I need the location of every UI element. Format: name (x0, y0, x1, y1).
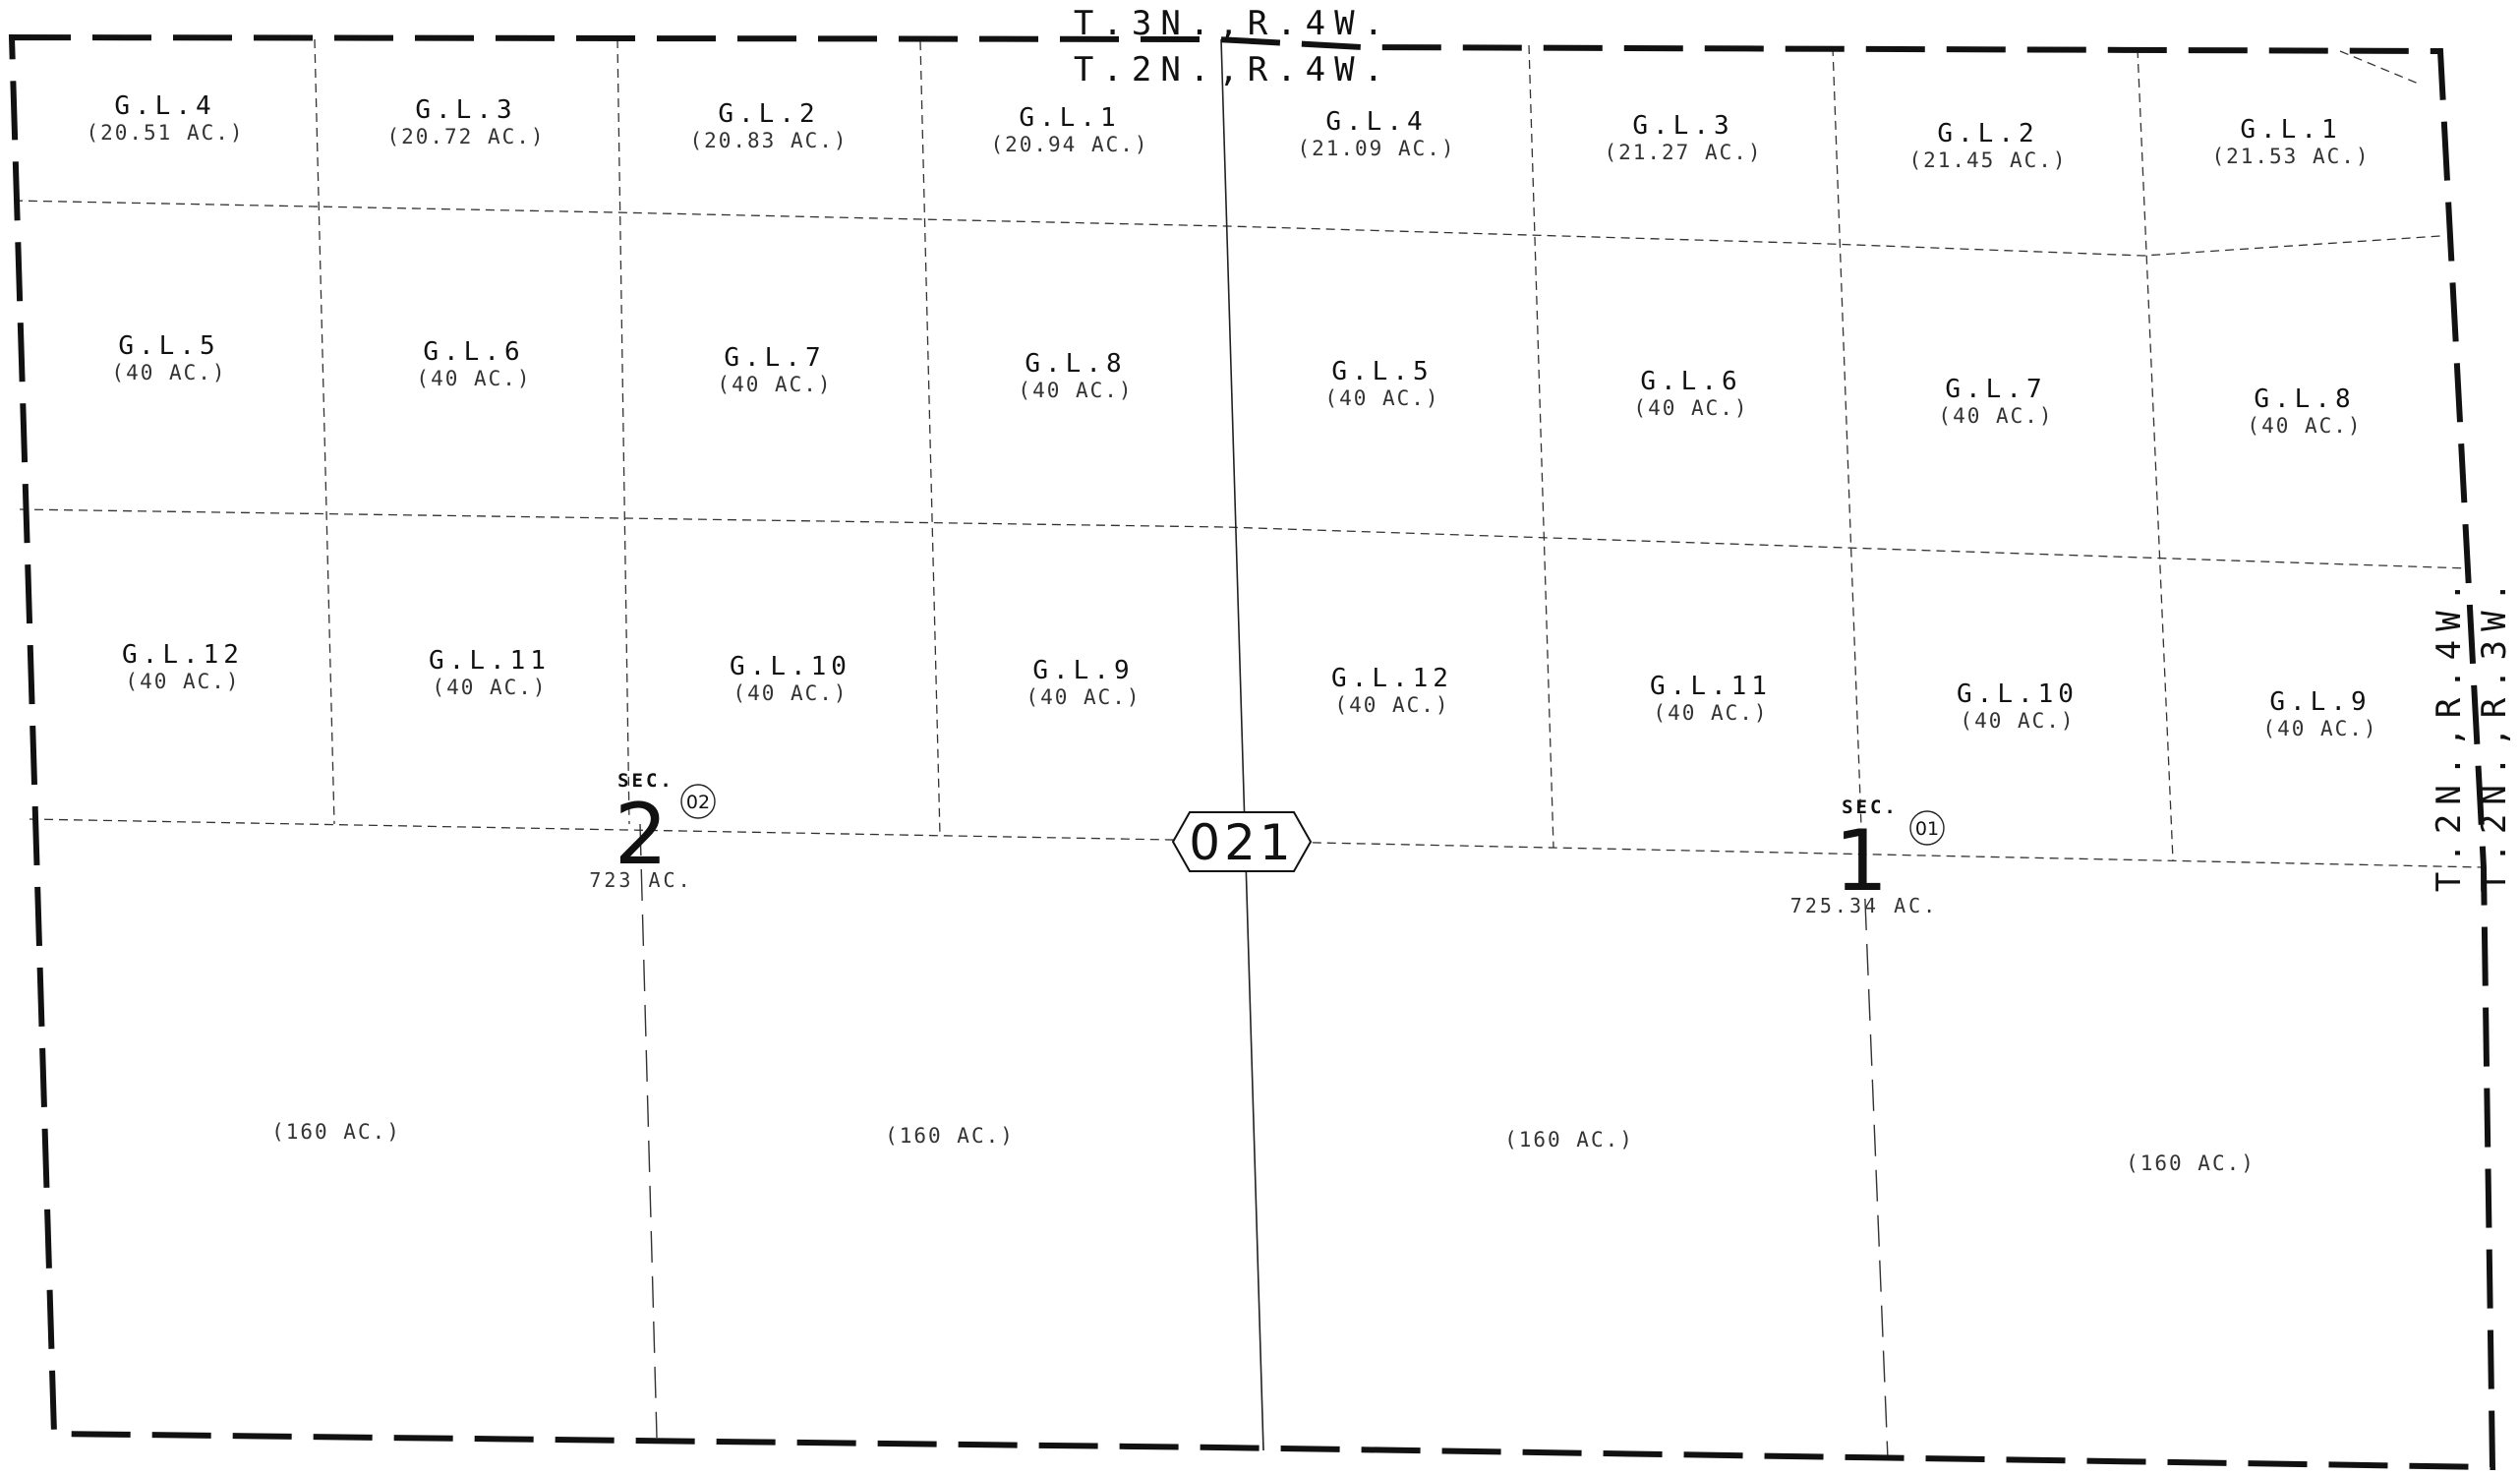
section-1-lots: G.L.4 (21.09 AC.) G.L.3 (21.27 AC.) G.L.… (1297, 107, 2377, 1175)
lot-acreage: (21.27 AC.) (1604, 141, 1762, 164)
quarter-acreage: (160 AC.) (2126, 1151, 2256, 1175)
township-label-top-north: T.3N.,R.4W. (1074, 4, 1392, 43)
section-1-marker: SEC. 1 01 725.34 AC. (1790, 797, 1945, 917)
lot-name: G.L.3 (1632, 111, 1733, 141)
quarter-line-sec2 (639, 823, 658, 1439)
lot-acreage: (40 AC.) (1324, 386, 1439, 410)
lot-name: G.L.11 (1650, 672, 1772, 701)
lot-name: G.L.7 (1945, 375, 2046, 404)
section-circle (1909, 810, 1945, 846)
corner-lot-line (2339, 50, 2422, 86)
lot-name: G.L.1 (2240, 115, 2341, 145)
lot-acreage: (40 AC.) (2247, 414, 2362, 438)
lot-name: G.L.4 (114, 91, 215, 121)
lot-acreage: (40 AC.) (432, 676, 547, 699)
section-acreage: 723 AC. (589, 868, 692, 892)
lot-acreage: (40 AC.) (416, 367, 531, 390)
lot-acreage: (21.09 AC.) (1297, 137, 1455, 160)
lot-name: G.L.5 (1331, 357, 1433, 386)
lot-acreage: (21.53 AC.) (2211, 145, 2370, 168)
lot-name: G.L.7 (724, 343, 825, 373)
section-2-marker: SEC. 2 02 723 AC. (589, 770, 716, 892)
lot-acreage: (40 AC.) (1633, 396, 1748, 420)
section-circle-code: 01 (1915, 818, 1939, 840)
lot-line-row-2 (19, 508, 2469, 569)
quarter-acreage: (160 AC.) (1504, 1128, 1634, 1151)
section-acreage: 725.34 AC. (1790, 894, 1938, 917)
section-circle-code: 02 (686, 792, 710, 813)
lot-name: G.L.3 (415, 95, 516, 125)
quarter-acreage: (160 AC.) (271, 1120, 401, 1144)
lot-name: G.L.1 (1019, 103, 1120, 133)
section-prefix: SEC. (617, 770, 674, 792)
lot-acreage: (40 AC.) (1960, 709, 2075, 733)
lot-acreage: (20.72 AC.) (386, 125, 545, 148)
lot-acreage: (40 AC.) (1938, 404, 2053, 428)
section-2-lots: G.L.4 (20.51 AC.) G.L.3 (20.72 AC.) G.L.… (86, 91, 1148, 1148)
lot-name: G.L.11 (429, 646, 551, 676)
lot-acreage: (40 AC.) (1026, 685, 1141, 709)
lot-acreage: (21.45 AC.) (1908, 148, 2067, 172)
lot-line-v-3 (919, 40, 941, 837)
section-prefix: SEC. (1842, 797, 1899, 818)
lot-name: G.L.2 (718, 99, 819, 129)
lot-line-v-5 (1832, 46, 1863, 855)
lot-line-v-2 (616, 38, 630, 825)
lot-acreage: (40 AC.) (717, 373, 832, 396)
lot-acreage: (20.83 AC.) (689, 129, 848, 152)
lot-name: G.L.6 (1640, 367, 1741, 396)
township-boundary (8, 33, 2496, 1471)
township-label-right-west: T.2N.,R.4W. (2430, 573, 2469, 892)
lot-name: G.L.8 (1025, 349, 1126, 379)
section-line (1220, 38, 1264, 1451)
map-code-badge: 021 (1171, 811, 1313, 872)
lot-lines (13, 38, 2485, 868)
lot-name: G.L.2 (1937, 119, 2038, 148)
lot-acreage: (40 AC.) (2262, 717, 2377, 740)
township-labels: T.3N.,R.4W. T.2N.,R.4W. T.2N.,R.4W. T.2N… (1074, 4, 2514, 892)
section-circle (680, 784, 716, 819)
lot-name: G.L.6 (423, 337, 524, 367)
lot-name: G.L.12 (122, 640, 244, 670)
lot-acreage: (20.94 AC.) (990, 133, 1148, 156)
lot-name: G.L.8 (2254, 384, 2355, 414)
lot-acreage: (40 AC.) (1018, 379, 1133, 402)
lot-acreage: (20.51 AC.) (86, 121, 244, 145)
lot-name: G.L.5 (118, 331, 219, 361)
township-label-right-east: T.2N.,R.3W. (2475, 573, 2514, 892)
lot-acreage: (40 AC.) (1653, 701, 1768, 725)
lot-name: G.L.10 (1957, 679, 2079, 709)
township-label-top-south: T.2N.,R.4W. (1074, 50, 1392, 89)
lot-name: G.L.12 (1331, 664, 1453, 693)
lot-line-v-4 (1528, 44, 1554, 849)
section-number: 1 (1835, 812, 1889, 911)
section-number: 2 (615, 786, 669, 884)
lot-name: G.L.9 (1032, 656, 1134, 685)
quarter-acreage: (160 AC.) (885, 1124, 1015, 1148)
lot-acreage: (40 AC.) (125, 670, 240, 693)
lot-name: G.L.4 (1325, 107, 1427, 137)
lot-name: G.L.9 (2269, 687, 2371, 717)
map-code-hexagon (1171, 811, 1313, 872)
lot-line-v-1 (314, 38, 335, 825)
lot-acreage: (40 AC.) (111, 361, 226, 384)
map-code: 021 (1189, 814, 1294, 871)
quarter-line-sec1 (1862, 853, 1889, 1460)
lot-acreage: (40 AC.) (733, 681, 848, 705)
lot-name: G.L.10 (730, 652, 851, 681)
lot-line-v-6 (2137, 48, 2174, 861)
quarter-lines (639, 823, 1889, 1460)
lot-acreage: (40 AC.) (1334, 693, 1449, 717)
